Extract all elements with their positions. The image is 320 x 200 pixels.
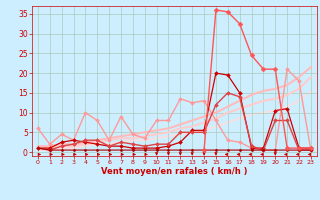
X-axis label: Vent moyen/en rafales ( km/h ): Vent moyen/en rafales ( km/h ) — [101, 167, 248, 176]
